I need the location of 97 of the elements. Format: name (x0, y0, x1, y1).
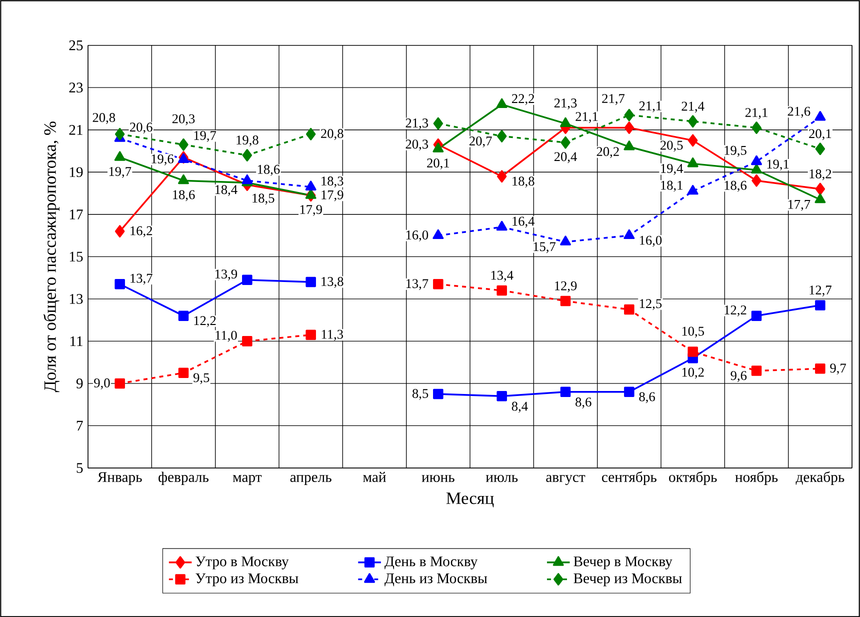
x-tick-label: март (232, 474, 262, 485)
data-label: 20,2 (596, 146, 619, 158)
data-label: 20,8 (321, 128, 344, 140)
data-label: 18,6 (258, 164, 280, 176)
data-label: 20,3 (406, 139, 428, 150)
data-label: 11,3 (322, 330, 344, 341)
y-tick-label: 15 (70, 252, 83, 262)
data-label: 21,7 (602, 94, 625, 105)
data-label: 13,7 (130, 274, 152, 285)
legend-label: Утро из Москвы (196, 573, 298, 586)
data-label: 12,2 (194, 316, 216, 327)
legend-label: День в Москву (384, 556, 478, 570)
data-label: 19,1 (767, 160, 789, 170)
data-label: 21,4 (682, 102, 704, 112)
data-label: 17,7 (788, 200, 810, 211)
data-label: 12,9 (555, 281, 577, 292)
data-label: 19,7 (194, 130, 216, 142)
legend-label: День из Москвы (384, 573, 488, 586)
y-tick-label: 25 (69, 40, 83, 50)
x-tick-label: июнь (422, 474, 454, 482)
data-label: 19,8 (236, 135, 258, 146)
data-label: 12,7 (810, 285, 832, 296)
y-tick-label: 5 (76, 462, 83, 473)
data-label: 8,4 (512, 402, 528, 413)
data-label: 18,6 (173, 190, 195, 201)
data-label: 20,8 (92, 112, 116, 124)
x-tick-label: сентябрь (602, 471, 656, 485)
data-label: 13,8 (322, 276, 344, 288)
x-tick-label: Январь (97, 472, 142, 485)
y-tick-label: 23 (69, 82, 83, 92)
y-tick-label: 11 (70, 336, 82, 346)
x-tick-label: февраль (158, 472, 208, 485)
data-label: 9,7 (830, 364, 846, 374)
data-label: 21,1 (639, 101, 662, 112)
data-label: 17,9 (322, 190, 344, 202)
data-label: 15,7 (534, 242, 556, 253)
data-label: 18,5 (252, 194, 274, 204)
x-tick-label: июль (486, 474, 518, 482)
data-label: 18,1 (661, 180, 682, 192)
data-label: 20,7 (469, 136, 492, 148)
legend-label: Вечер в Москву (574, 556, 672, 570)
x-axis-title: Месяц (446, 492, 494, 508)
data-label: 18,4 (215, 184, 238, 196)
data-label: 13,7 (406, 278, 428, 290)
y-tick-label: 9 (76, 378, 83, 388)
y-tick-label: 13 (70, 294, 83, 304)
data-label: 8,5 (412, 388, 428, 400)
data-label: 19,5 (724, 146, 746, 157)
x-tick-label: апрель (290, 474, 332, 485)
x-tick-label: октябрь (669, 471, 717, 485)
data-label: 20,4 (554, 152, 577, 163)
legend-label: Утро в Москву (196, 556, 289, 570)
data-label: 18,8 (512, 176, 534, 188)
data-label: 13,9 (215, 269, 238, 280)
data-label: 20,1 (809, 129, 832, 140)
data-label: 21,6 (788, 106, 810, 118)
data-label: 10,5 (682, 326, 704, 338)
data-label: 19,4 (661, 164, 684, 175)
data-label: 20,1 (427, 158, 450, 170)
data-label: 16,0 (640, 236, 662, 247)
data-label: 18,2 (810, 169, 832, 180)
data-label: 16,2 (130, 226, 152, 238)
data-label: 20,3 (172, 114, 195, 126)
data-label: 9,5 (193, 373, 210, 384)
data-label: 8,6 (639, 392, 655, 403)
data-label: 12,5 (640, 299, 662, 310)
x-tick-label: август (546, 474, 586, 485)
x-tick-label: ноябрь (735, 471, 778, 485)
data-label: 9,0 (94, 378, 110, 390)
data-label: 12,2 (724, 305, 746, 316)
data-label: 22,2 (512, 94, 534, 105)
y-tick-label: 7 (76, 420, 83, 430)
data-label: 19,7 (109, 166, 132, 178)
data-label: 10,2 (682, 368, 704, 378)
data-label: 20,5 (660, 140, 683, 152)
y-tick-label: 21 (69, 124, 82, 135)
x-tick-label: декабрь (796, 471, 844, 485)
y-tick-label: 19 (70, 167, 83, 177)
data-label: 21,3 (554, 98, 577, 110)
data-label: 18,3 (322, 176, 344, 188)
data-label: 19,6 (152, 154, 174, 166)
data-label: 18,6 (724, 180, 747, 192)
data-label: 16,4 (512, 216, 535, 228)
data-label: 21,1 (576, 112, 598, 123)
data-label: 11,0 (216, 330, 237, 342)
x-tick-label: май (363, 472, 386, 482)
data-label: 13,4 (491, 270, 514, 282)
data-label: 17,9 (300, 204, 322, 216)
data-label: 21,1 (745, 108, 768, 119)
y-tick-label: 17 (70, 209, 83, 220)
data-label: 8,6 (576, 397, 592, 408)
y-axis-title: Доля от общего пассажиропотока, % (43, 121, 60, 392)
data-label: 9,6 (730, 370, 747, 382)
data-label: 20,6 (130, 122, 152, 134)
data-label: 21,3 (406, 118, 428, 130)
legend-label: Вечер из Москвы (574, 573, 682, 586)
data-label: 16,0 (406, 230, 428, 242)
